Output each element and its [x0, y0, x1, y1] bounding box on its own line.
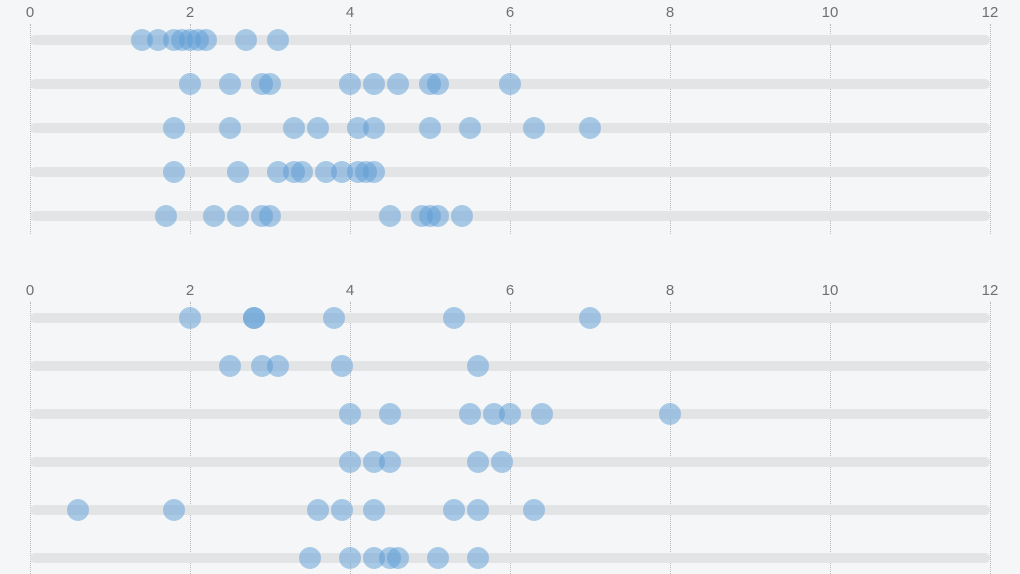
data-point [363, 161, 385, 183]
data-point [491, 451, 513, 473]
data-point [467, 451, 489, 473]
data-point [339, 547, 361, 569]
data-point [467, 499, 489, 521]
gridline [990, 24, 991, 234]
data-point [427, 73, 449, 95]
data-point [291, 161, 313, 183]
data-point [387, 73, 409, 95]
data-point [259, 205, 281, 227]
data-point [307, 117, 329, 139]
data-point [427, 205, 449, 227]
data-point [379, 403, 401, 425]
data-point [523, 117, 545, 139]
data-point [283, 117, 305, 139]
axis-tick-label: 8 [666, 4, 674, 21]
axis-tick-label: 6 [506, 282, 514, 299]
data-point [363, 73, 385, 95]
data-point [499, 403, 521, 425]
data-point [307, 499, 329, 521]
data-point [163, 499, 185, 521]
data-point [195, 29, 217, 51]
data-point [179, 73, 201, 95]
data-point [339, 451, 361, 473]
gridline [670, 302, 671, 574]
data-point [467, 547, 489, 569]
data-point [339, 403, 361, 425]
data-point [467, 355, 489, 377]
data-point [387, 547, 409, 569]
data-point [363, 117, 385, 139]
axis-tick-label: 6 [506, 4, 514, 21]
data-point [579, 307, 601, 329]
data-point [163, 117, 185, 139]
data-point [259, 73, 281, 95]
data-point [323, 307, 345, 329]
data-point [459, 403, 481, 425]
gridline [350, 302, 351, 574]
data-point [267, 355, 289, 377]
data-point [443, 307, 465, 329]
axis-tick-label: 2 [186, 4, 194, 21]
gridline [30, 302, 31, 574]
data-point [523, 499, 545, 521]
axis-tick-label: 2 [186, 282, 194, 299]
data-point [339, 73, 361, 95]
axis-tick-label: 0 [26, 4, 34, 21]
data-point [243, 307, 265, 329]
data-point [219, 355, 241, 377]
data-point [659, 403, 681, 425]
axis-tick-label: 12 [982, 282, 999, 299]
axis-tick-label: 4 [346, 282, 354, 299]
gridline [510, 302, 511, 574]
gridline [830, 302, 831, 574]
gridline [990, 302, 991, 574]
data-point [451, 205, 473, 227]
axis-tick-label: 0 [26, 282, 34, 299]
data-point [443, 499, 465, 521]
data-point [331, 355, 353, 377]
strip-track [30, 361, 990, 371]
data-point [419, 117, 441, 139]
data-point [235, 29, 257, 51]
data-point [179, 307, 201, 329]
data-point [163, 161, 185, 183]
data-point [67, 499, 89, 521]
data-point [427, 547, 449, 569]
strip-track [30, 553, 990, 563]
data-point [459, 117, 481, 139]
data-point [331, 499, 353, 521]
data-point [267, 29, 289, 51]
data-point [155, 205, 177, 227]
data-point [379, 205, 401, 227]
data-point [227, 161, 249, 183]
data-point [227, 205, 249, 227]
axis-tick-label: 12 [982, 4, 999, 21]
data-point [219, 117, 241, 139]
data-point [499, 73, 521, 95]
axis-tick-label: 8 [666, 282, 674, 299]
data-point [379, 451, 401, 473]
strip-track [30, 313, 990, 323]
chart-panel-1: 0 2 4 6 8 10 12 [0, 282, 1020, 574]
axis-tick-label: 4 [346, 4, 354, 21]
chart-panel-0: 0 2 4 6 8 10 12 [0, 4, 1020, 234]
data-point [203, 205, 225, 227]
axis-tick-label: 10 [822, 282, 839, 299]
axis-tick-label: 10 [822, 4, 839, 21]
data-point [299, 547, 321, 569]
data-point [579, 117, 601, 139]
gridline [190, 302, 191, 574]
data-point [363, 499, 385, 521]
data-point [219, 73, 241, 95]
data-point [531, 403, 553, 425]
